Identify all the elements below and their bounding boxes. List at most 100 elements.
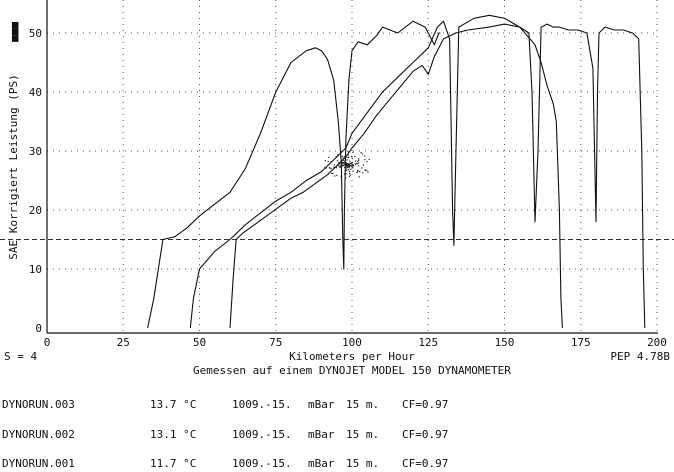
noise-dot <box>361 153 363 155</box>
noise-dot <box>343 163 345 165</box>
y-tick-label: 0 <box>35 322 42 335</box>
noise-dot <box>358 158 360 160</box>
run-pressure-unit: mBar <box>308 398 335 411</box>
x-tick-label: 200 <box>647 336 667 349</box>
noise-dot <box>346 168 348 170</box>
left-footer: S = 4 <box>4 350 37 363</box>
tick-labels: 0 25 50 75 100 125 150 175 200 0 10 20 30 40 50 <box>29 27 667 349</box>
noise-dot <box>337 164 340 166</box>
noise-dot <box>350 156 353 158</box>
noise-dot <box>364 159 366 161</box>
noise-dot <box>330 161 332 163</box>
noise-dot <box>349 174 351 176</box>
noise-dot <box>349 172 351 174</box>
top-left-mark: ■■■ <box>8 22 21 42</box>
noise-dot <box>366 161 368 163</box>
noise-dot <box>364 155 366 157</box>
noise-dot <box>331 172 333 175</box>
run-pressure-unit: mBar <box>308 457 335 470</box>
noise-dot <box>349 162 351 165</box>
series-line <box>229 23 646 329</box>
noise-dot <box>338 165 340 167</box>
noise-dot <box>341 161 343 163</box>
noise-dot <box>352 166 354 168</box>
noise-dot <box>341 165 343 167</box>
series-group <box>147 14 646 329</box>
run-row: DYNORUN.002 13.1 °C 1009.-15. mBar 15 m.… <box>0 428 674 442</box>
x-tick-label: 75 <box>269 336 282 349</box>
run-pressure-unit: mBar <box>308 428 335 441</box>
noise-dot <box>347 156 349 159</box>
noise-dot <box>330 168 332 170</box>
noise-dot <box>357 165 360 167</box>
run-cf: CF=0.97 <box>402 428 449 441</box>
noise-dot <box>367 171 369 173</box>
noise-dot <box>341 155 343 157</box>
run-cf: CF=0.97 <box>402 457 449 470</box>
noise-dot <box>328 156 330 158</box>
noise-dot <box>343 156 345 158</box>
noise-dot <box>358 159 360 161</box>
y-tick-label: 40 <box>29 86 42 99</box>
run-altitude: 15 m. <box>346 457 380 470</box>
noise-dot <box>343 162 345 164</box>
noise-dot <box>339 166 341 168</box>
noise-dot <box>342 165 344 167</box>
x-tick-label: 25 <box>117 336 130 349</box>
noise-dot <box>324 160 326 162</box>
noise-dot <box>360 152 362 154</box>
noise-dot <box>347 154 349 156</box>
noise-dot <box>346 165 348 167</box>
series-line <box>189 14 563 329</box>
noise-dot <box>329 167 331 169</box>
noise-dot <box>359 171 361 173</box>
noise-dot <box>332 172 334 174</box>
y-tick-label: 10 <box>29 263 42 276</box>
run-row: DYNORUN.001 11.7 °C 1009.-15. mBar 15 m.… <box>0 457 674 471</box>
noise-dot <box>340 165 342 167</box>
noise-dot <box>327 160 329 163</box>
run-altitude: 15 m. <box>346 398 380 411</box>
noise-dot <box>345 170 347 172</box>
noise-dot <box>335 156 337 158</box>
noise-dot <box>336 174 338 177</box>
x-tick-label: 175 <box>571 336 591 349</box>
noise-dot <box>345 166 347 168</box>
noise-dot <box>347 151 350 153</box>
run-temp: 13.7 °C <box>150 398 197 411</box>
noise-dot <box>348 167 350 169</box>
chart-title: Gemessen auf einem DYNOJET MODEL 150 DYN… <box>193 364 511 377</box>
y-tick-label: 30 <box>29 145 42 158</box>
noise-dot <box>361 167 363 169</box>
noise-dot <box>338 162 340 164</box>
noise-dot <box>340 175 342 177</box>
noise-dot <box>351 157 353 160</box>
noise-dot <box>342 157 344 159</box>
axes <box>46 0 658 334</box>
run-pressure: 1009.-15. <box>232 457 292 470</box>
run-pressure: 1009.-15. <box>232 398 292 411</box>
noise-dot <box>348 164 350 166</box>
noise-dot <box>352 164 354 166</box>
noise-dot <box>334 175 336 177</box>
noise-dot <box>354 156 356 158</box>
noise-dot <box>347 165 349 167</box>
run-row: DYNORUN.003 13.7 °C 1009.-15. mBar 15 m.… <box>0 398 674 412</box>
noise-dot <box>368 158 370 161</box>
noise-dot <box>351 163 353 165</box>
noise-dot <box>356 171 358 173</box>
noise-dot <box>340 166 342 168</box>
noise-dot <box>348 166 350 168</box>
noise-dot <box>346 159 348 161</box>
noise-dot <box>366 170 368 172</box>
noise-dot <box>346 164 348 166</box>
noise-dot <box>352 170 354 172</box>
run-temp: 11.7 °C <box>150 457 197 470</box>
noise-dot <box>351 161 354 163</box>
noise-dot <box>355 160 357 162</box>
noise-dot <box>347 164 349 166</box>
noise-dot <box>348 163 350 165</box>
noise-dot <box>345 177 347 179</box>
noise-dot <box>362 164 364 166</box>
